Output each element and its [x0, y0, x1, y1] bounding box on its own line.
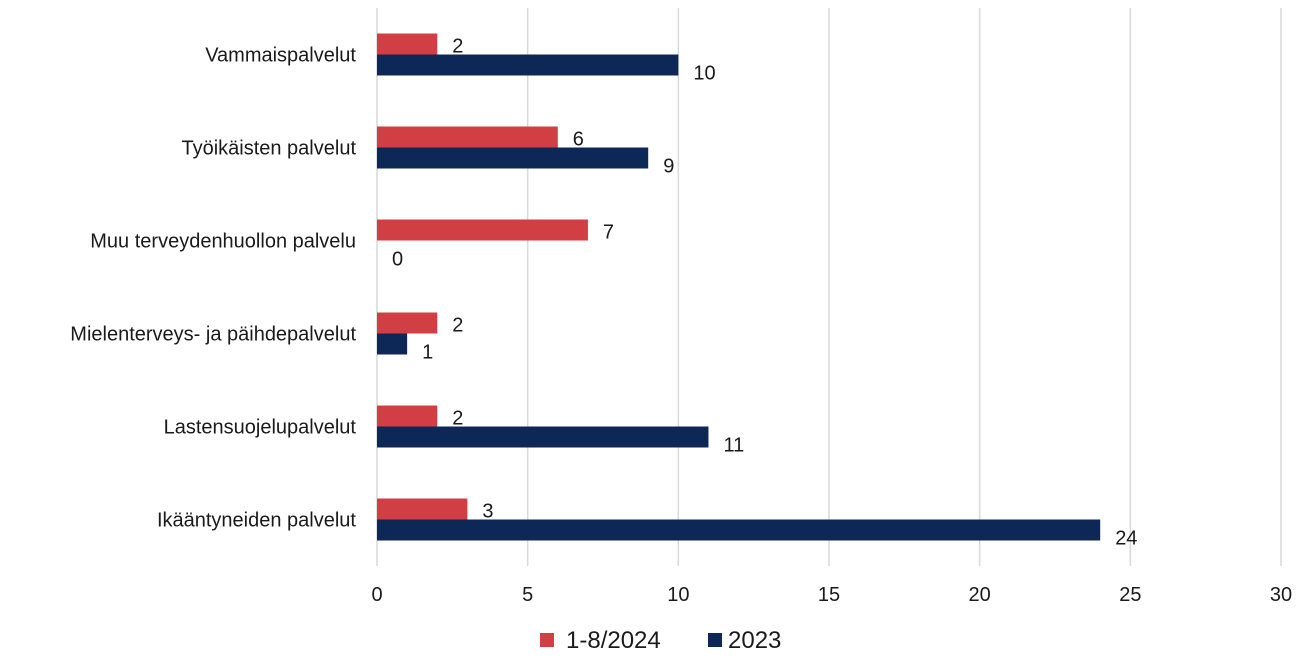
legend: 1-8/2024 2023	[540, 627, 781, 654]
x-tick-label: 15	[818, 584, 840, 606]
bar-series-1	[377, 33, 438, 55]
data-label: 9	[663, 156, 674, 178]
legend-swatch	[540, 633, 554, 647]
data-label: 10	[693, 63, 715, 85]
data-label: 11	[723, 435, 744, 457]
x-tick-label: 30	[1270, 584, 1292, 606]
x-tick-label: 5	[522, 584, 533, 606]
x-tick-label: 10	[667, 584, 689, 606]
x-axis-tick-labels: 0 5 10 15 20 25 30	[371, 584, 1292, 606]
bar-series-2	[377, 147, 649, 169]
data-label: 24	[1115, 528, 1137, 550]
data-label: 1	[422, 342, 433, 364]
bar-series-1	[377, 498, 468, 520]
data-label: 2	[452, 315, 463, 337]
x-tick-label: 0	[371, 584, 382, 606]
x-tick-label: 25	[1119, 584, 1141, 606]
category-label: Vammaispalvelut	[205, 45, 356, 67]
category-label: Lastensuojelupalvelut	[164, 417, 357, 439]
data-label: 2	[452, 36, 463, 58]
category-label: Ikääntyneiden palvelut	[157, 510, 356, 532]
legend-label: 1-8/2024	[566, 627, 661, 654]
category-label: Työikäisten palvelut	[181, 138, 356, 160]
bar-series-2	[377, 519, 1101, 541]
data-label: 7	[603, 222, 614, 244]
bars	[377, 33, 1101, 541]
bar-series-1	[377, 312, 438, 334]
bar-series-1	[377, 126, 558, 148]
category-label: Muu terveydenhuollon palvelu	[90, 231, 356, 253]
data-label: 2	[452, 408, 463, 430]
data-label: 6	[573, 129, 584, 151]
data-label: 0	[392, 249, 403, 271]
bar-series-1	[377, 219, 588, 241]
bar-series-1	[377, 405, 438, 427]
category-label: Mielenterveys- ja päihdepalvelut	[70, 324, 356, 346]
bar-series-2	[377, 426, 709, 448]
bar-series-2	[377, 54, 679, 76]
category-labels: Vammaispalvelut Työikäisten palvelut Muu t…	[70, 45, 356, 532]
bar-series-2	[377, 333, 408, 355]
legend-swatch	[708, 633, 722, 647]
legend-label: 2023	[728, 627, 781, 654]
gridlines	[376, 8, 1282, 566]
x-tick-label: 20	[969, 584, 991, 606]
data-label: 3	[482, 501, 493, 523]
